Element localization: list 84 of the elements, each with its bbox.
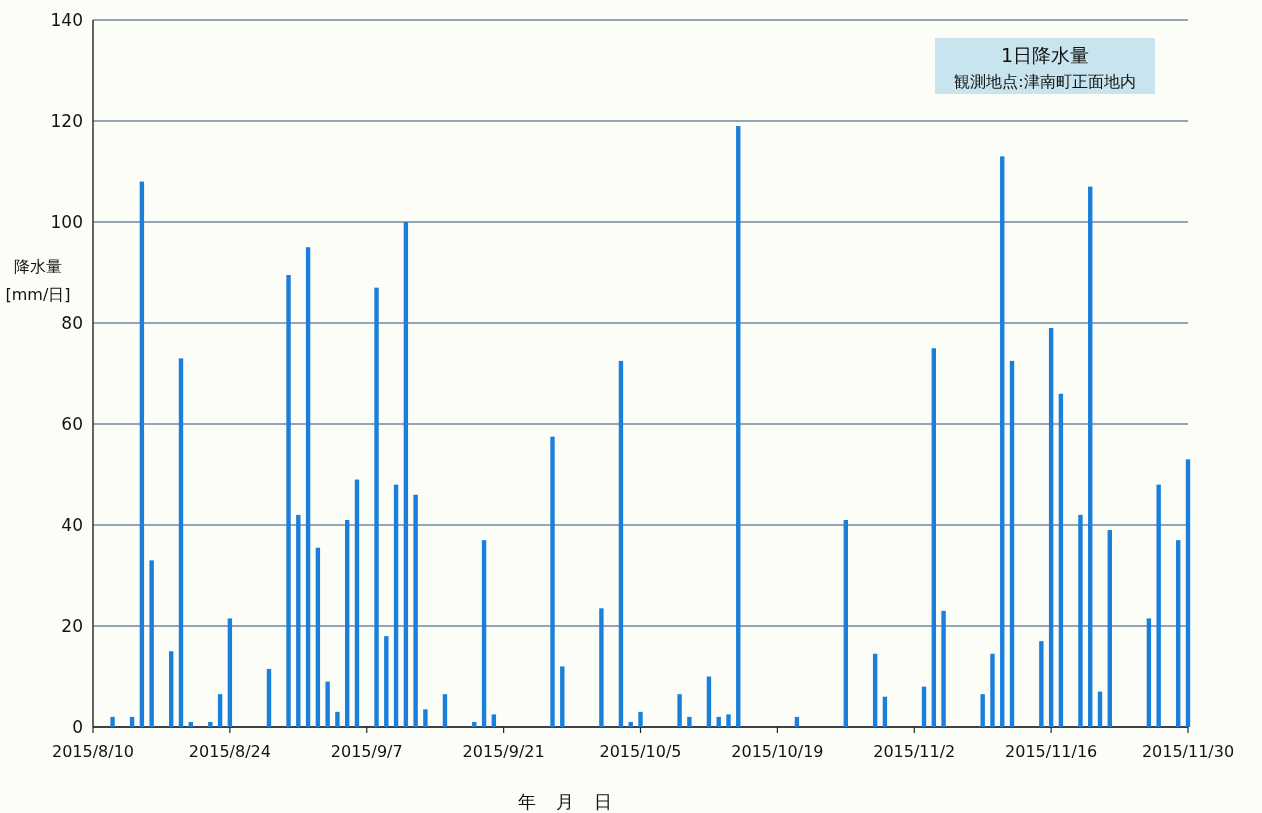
bar [472,721,477,727]
bar [882,696,888,727]
bar [491,714,497,727]
bar [1185,459,1191,727]
y-tick-label: 60 [61,414,83,434]
bar [736,126,741,727]
bar [1088,186,1093,727]
bar [149,560,154,727]
y-axis-title: 降水量 [mm/日] [5,257,71,304]
bar [208,721,213,727]
bar [345,519,350,727]
text: 1日降水量 [1000,44,1090,66]
bar [941,610,946,727]
bar [638,711,643,727]
bar [980,694,985,727]
x-tick-label: 2015/8/24 [188,742,271,761]
y-tick-label: 80 [61,313,83,333]
bar [599,608,604,727]
x-tick-label: 2015/9/21 [462,742,545,761]
bar [413,494,418,727]
bar [227,618,233,727]
x-tick-label: 2015/11/2 [873,742,956,761]
bar [716,716,721,727]
bar [325,681,330,727]
bar [1009,360,1015,727]
bar [354,479,360,727]
bar [481,540,487,727]
bar [403,222,409,727]
x-tick-label: 2015/11/30 [1141,742,1235,761]
x-tick-label: 2015/9/7 [330,742,403,761]
bar [628,721,633,727]
bar [843,519,849,727]
text: 観測地点:津南町正面地内 [954,72,1136,91]
bar [1107,530,1112,727]
bar [266,668,272,727]
bar [1000,156,1005,727]
bar [931,348,936,727]
bar [374,287,379,727]
y-tick-label: 140 [50,10,83,30]
bar [1058,393,1064,727]
bar [139,181,145,727]
bar [217,694,223,727]
bar [990,653,995,727]
bar [1048,328,1054,727]
bar [129,716,135,727]
bar [618,360,624,727]
y-tick-label: 20 [61,616,83,636]
bar [384,636,389,727]
bar [550,436,555,727]
bar [1176,540,1181,727]
x-tick-label: 2015/11/16 [1005,742,1098,761]
bar [1078,514,1083,727]
bar [1156,484,1161,727]
bar [286,275,291,727]
bar [872,653,878,727]
x-axis-title: 年 月 日 [518,791,612,812]
bar [921,686,927,727]
bar [423,709,428,727]
bar [794,716,800,727]
bar [1097,691,1103,727]
y-tick-label: 100 [50,212,83,232]
bar [296,514,301,727]
y-tick-label: 120 [50,111,83,131]
bar [178,358,184,727]
bar [305,247,311,727]
y-tick-label: 40 [61,515,83,535]
bar [110,716,115,727]
y-tick-label: 0 [72,717,83,737]
bar [706,676,712,727]
bar [442,694,448,727]
bar [1039,641,1044,727]
x-tick-label: 2015/10/5 [599,742,682,761]
bar [1146,618,1152,727]
bar [169,651,174,727]
bar [335,711,340,727]
bar [560,666,565,727]
bar [726,714,731,727]
x-tick-label: 2015/10/19 [731,742,824,761]
x-tick-label: 2015/8/10 [51,742,135,761]
bar [687,716,692,727]
bar [188,721,193,727]
bar [677,694,682,727]
bar [393,484,399,727]
bar [315,547,321,727]
